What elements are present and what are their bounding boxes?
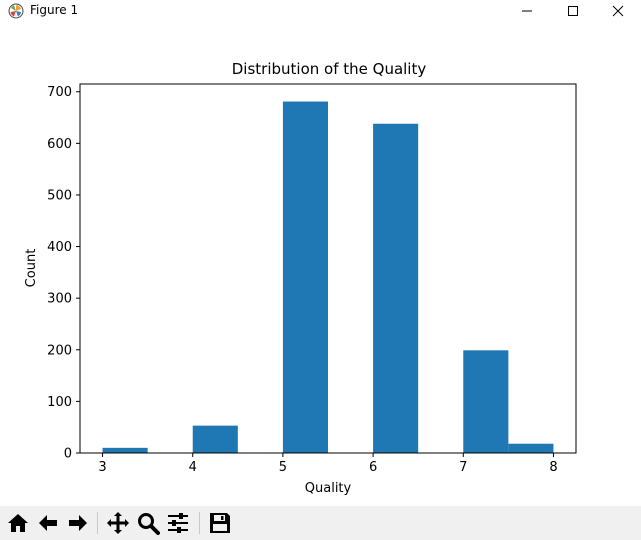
histogram-bar [192,425,238,453]
pan-button[interactable] [104,509,132,537]
title-bar[interactable]: Figure 1 [0,0,641,22]
home-button[interactable] [4,509,32,537]
axes-frame [79,83,577,454]
x-axis-label: Quality [305,481,352,496]
histogram-bar [463,350,509,453]
close-icon [612,5,624,17]
histogram-bar [373,123,419,453]
toolbar-separator [97,512,98,534]
x-tick-label: 4 [189,460,197,475]
configure-subplots-button[interactable] [164,509,192,537]
figure-canvas[interactable]: Distribution of the Quality 3 4 5 6 7 8 0 100 2… [0,22,641,506]
window-title: Figure 1 [30,3,79,17]
navigation-toolbar [0,506,641,540]
y-tick-label: 500 [47,188,72,203]
toolbar-separator [199,512,200,534]
x-tick-label: 6 [369,460,377,475]
y-axis-label: Count [24,249,39,288]
x-tick-label: 7 [459,460,467,475]
forward-button[interactable] [64,509,92,537]
y-tick-label: 700 [47,85,72,100]
save-icon [210,513,230,533]
matplotlib-logo-icon [8,3,24,19]
pan-icon [107,512,129,534]
y-tick-label: 200 [47,343,72,358]
x-tick-label: 5 [279,460,287,475]
x-axis-ticks: 3 4 5 6 7 8 [98,453,558,475]
zoom-button[interactable] [134,509,162,537]
configure-subplots-icon [168,513,188,533]
x-tick-label: 3 [98,460,106,475]
chart-title: Distribution of the Quality [232,60,427,78]
histogram-chart: Distribution of the Quality 3 4 5 6 7 8 0 100 2… [24,60,577,496]
y-tick-label: 600 [47,137,72,152]
histogram-bar [102,447,148,453]
histogram-bar [282,101,328,454]
minimize-icon [522,10,532,12]
y-tick-label: 0 [64,447,72,462]
zoom-icon [138,513,160,535]
histogram-bar [508,443,554,453]
close-button[interactable] [595,0,641,22]
home-icon [8,514,28,532]
y-tick-label: 100 [47,395,72,410]
save-button[interactable] [206,509,234,537]
maximize-icon [568,6,578,16]
x-tick-label: 8 [549,460,557,475]
forward-arrow-icon [69,515,87,531]
maximize-button[interactable] [550,0,596,22]
minimize-button[interactable] [504,0,550,22]
y-tick-label: 300 [47,292,72,307]
back-button[interactable] [34,509,62,537]
back-arrow-icon [39,515,57,531]
y-axis-ticks: 0 100 200 300 400 500 600 700 [47,85,80,462]
bars-layer [102,101,554,454]
y-tick-label: 400 [47,240,72,255]
